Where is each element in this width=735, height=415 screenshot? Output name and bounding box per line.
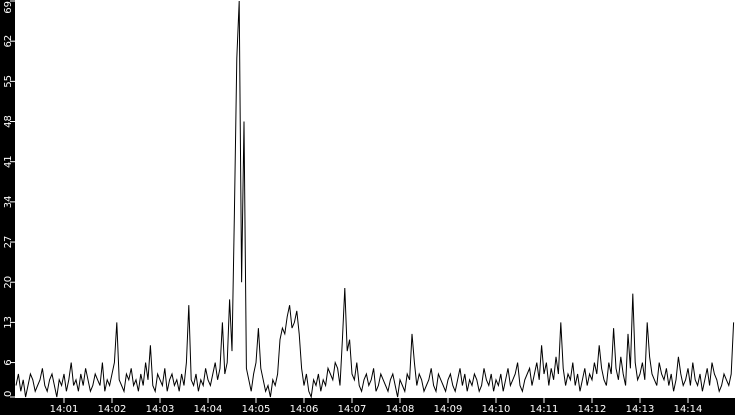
y-tick-label: 27 [3,236,14,249]
y-tick-label: 41 [3,155,14,168]
x-tick-label: 14:07 [338,404,367,415]
y-tick-label: 0 [3,391,14,397]
x-tick-label: 14:02 [98,404,127,415]
x-tick-label: 14:03 [146,404,175,415]
y-tick-label: 69 [3,1,14,14]
y-tick-label: 20 [3,276,14,289]
x-tick-label: 14:12 [578,404,607,415]
y-tick-label: 55 [3,75,14,88]
x-tick-label: 14:14 [674,404,703,415]
y-tick-label: 48 [3,115,14,128]
plot-area [15,0,735,398]
y-tick-label: 34 [3,196,14,209]
x-tick-label: 14:08 [386,404,415,415]
x-tick-label: 14:01 [50,404,79,415]
x-axis: 14:01 14:02 14:03 14:04 14:05 14:06 14:07 14:08… [50,398,703,415]
x-tick-label: 14:05 [242,404,271,415]
x-tick-label: 14:09 [434,404,463,415]
y-tick-label: 13 [3,316,14,329]
x-tick-label: 14:04 [194,404,223,415]
x-tick-label: 14:10 [482,404,511,415]
x-tick-label: 14:06 [290,404,319,415]
x-tick-label: 14:11 [530,404,559,415]
y-axis: 0 6 13 20 27 34 41 48 55 62 69 [3,0,15,398]
y-tick-label: 62 [3,35,14,48]
y-tick-label: 6 [3,359,14,365]
x-tick-label: 14:13 [626,404,655,415]
series-line [15,0,735,399]
